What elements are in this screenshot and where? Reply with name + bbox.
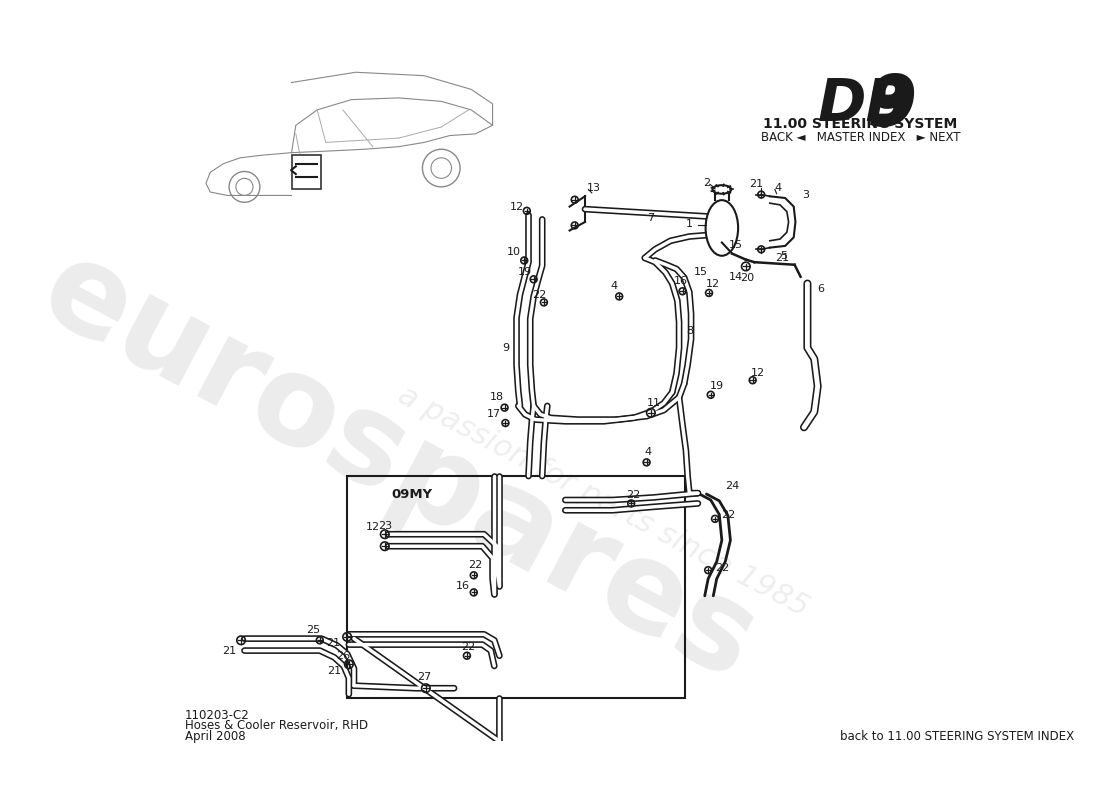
Text: 110203-C2: 110203-C2 (185, 709, 250, 722)
Text: 18: 18 (490, 392, 504, 402)
Text: eurospares: eurospares (21, 229, 775, 706)
Text: 21: 21 (222, 646, 236, 655)
Text: 6: 6 (817, 284, 825, 294)
Bar (292, 155, 321, 190)
Text: 7: 7 (647, 213, 654, 222)
Text: 19: 19 (710, 382, 724, 391)
Text: 15: 15 (728, 240, 743, 250)
Text: BACK ◄   MASTER INDEX   ► NEXT: BACK ◄ MASTER INDEX ► NEXT (761, 131, 960, 144)
Text: 17: 17 (487, 410, 502, 419)
Text: 15: 15 (694, 267, 708, 278)
Text: 22: 22 (627, 490, 641, 500)
Text: 19: 19 (518, 267, 532, 278)
Text: 4: 4 (774, 182, 782, 193)
Text: 21: 21 (327, 666, 341, 676)
Text: DB: DB (817, 76, 911, 133)
Text: 21: 21 (327, 638, 341, 648)
Bar (348, 476, 685, 698)
Text: 25: 25 (306, 625, 320, 635)
Text: 09MY: 09MY (392, 488, 432, 502)
Text: 12: 12 (509, 202, 524, 211)
Text: 23: 23 (378, 521, 393, 530)
Text: 2: 2 (703, 178, 710, 188)
Text: 10: 10 (507, 247, 521, 257)
Text: 26: 26 (336, 650, 350, 661)
Text: 5: 5 (780, 251, 786, 261)
Text: 4: 4 (610, 281, 617, 291)
Text: Hoses & Cooler Reservoir, RHD: Hoses & Cooler Reservoir, RHD (185, 719, 367, 732)
Text: 22: 22 (715, 563, 729, 574)
Text: 12: 12 (750, 368, 764, 378)
Text: 14: 14 (728, 272, 743, 282)
Text: 22: 22 (532, 290, 547, 300)
Text: 11: 11 (647, 398, 660, 408)
Text: 21: 21 (749, 179, 763, 190)
Text: 22: 22 (462, 642, 476, 652)
Text: 21: 21 (774, 253, 789, 263)
Text: 12: 12 (365, 522, 380, 532)
Text: 16: 16 (455, 581, 470, 590)
Ellipse shape (713, 185, 732, 194)
Text: 1: 1 (686, 218, 693, 229)
Text: 9: 9 (866, 72, 916, 142)
Text: 22: 22 (720, 510, 735, 519)
Text: back to 11.00 STEERING SYSTEM INDEX: back to 11.00 STEERING SYSTEM INDEX (840, 730, 1075, 742)
Text: 3: 3 (802, 190, 810, 199)
Text: 27: 27 (417, 672, 431, 682)
Text: 13: 13 (586, 182, 601, 193)
Text: 22: 22 (469, 560, 483, 570)
Text: a passion for parts since 1985: a passion for parts since 1985 (394, 381, 814, 622)
Text: April 2008: April 2008 (185, 730, 245, 742)
Text: 8: 8 (685, 326, 693, 336)
Text: 11.00 STEERING SYSTEM: 11.00 STEERING SYSTEM (763, 117, 958, 130)
Text: 4: 4 (645, 447, 652, 457)
Text: 16: 16 (674, 276, 688, 286)
Text: 12: 12 (706, 278, 721, 289)
Text: 24: 24 (725, 482, 739, 491)
Text: 9: 9 (502, 342, 509, 353)
Text: 20: 20 (740, 273, 755, 282)
Ellipse shape (705, 200, 738, 256)
